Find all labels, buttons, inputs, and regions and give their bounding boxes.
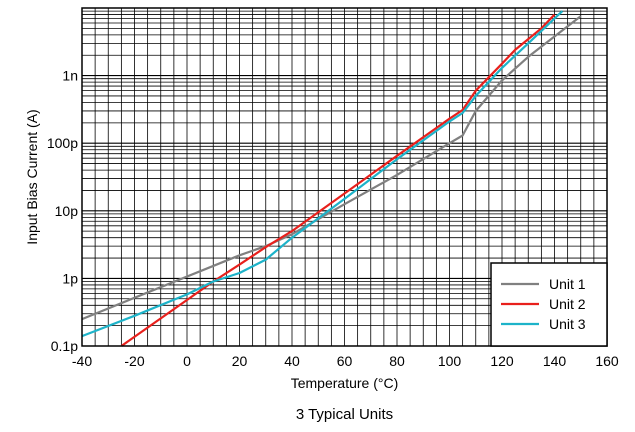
legend: Unit 1 Unit 2 Unit 3 xyxy=(490,262,608,347)
y-tick-label: 1n xyxy=(62,68,78,84)
y-tick-label: 10p xyxy=(55,203,79,219)
x-tick-label: 160 xyxy=(595,353,619,369)
y-tick-label: 1p xyxy=(62,270,78,286)
x-tick-label: 40 xyxy=(284,353,300,369)
x-tick-label: -40 xyxy=(72,353,92,369)
y-tick-label: 0.1p xyxy=(51,338,78,354)
legend-label-unit-1: Unit 1 xyxy=(549,276,586,292)
x-tick-label: 20 xyxy=(232,353,248,369)
y-axis-title: Input Bias Current (A) xyxy=(24,109,40,244)
series-line-unit-2 xyxy=(120,13,556,347)
series-line-unit-3 xyxy=(81,10,564,338)
x-tick-label: 60 xyxy=(337,353,353,369)
x-tick-label: 80 xyxy=(389,353,405,369)
x-tick-label: 140 xyxy=(543,353,567,369)
y-tick-label: 100p xyxy=(47,135,78,151)
x-tick-label: 0 xyxy=(183,353,191,369)
series-line-unit-1 xyxy=(81,15,582,321)
chart-caption: 3 Typical Units xyxy=(296,406,393,423)
legend-label-unit-3: Unit 3 xyxy=(549,316,586,332)
x-tick-label: 120 xyxy=(490,353,514,369)
plot-frame xyxy=(81,7,608,347)
series-layer xyxy=(81,10,582,347)
legend-label-unit-2: Unit 2 xyxy=(549,296,586,312)
x-axis-title: Temperature (°C) xyxy=(291,375,399,391)
x-tick-label: 100 xyxy=(438,353,462,369)
y-tick-labels: 0.1p 1p 10p 100p 1n xyxy=(47,68,78,354)
x-tick-label: -20 xyxy=(124,353,144,369)
x-tick-labels: -40 -20 0 20 40 60 80 100 120 140 160 xyxy=(72,353,619,369)
